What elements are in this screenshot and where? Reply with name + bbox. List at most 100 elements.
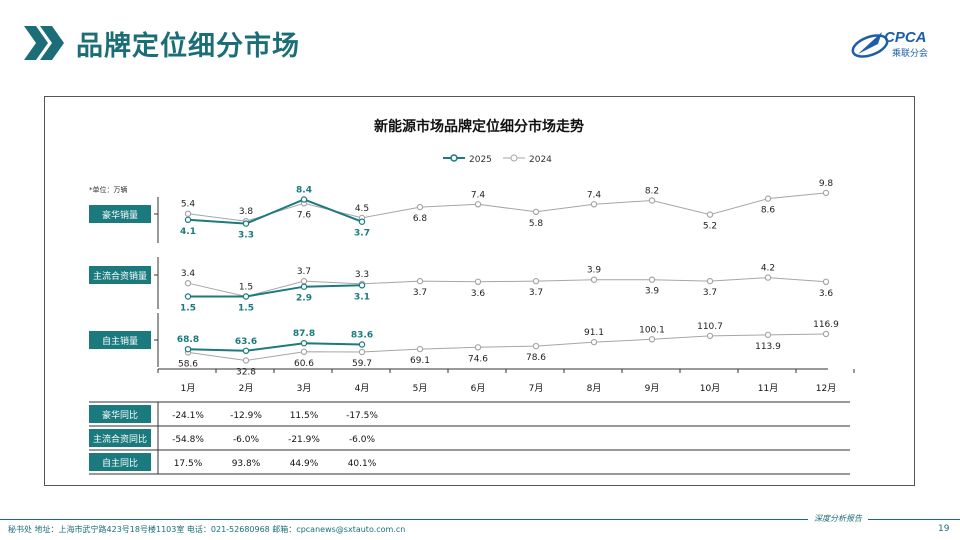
header-arrows-icon: [24, 26, 64, 60]
data-label-2024: 5.4: [181, 200, 196, 210]
data-point-2024: [822, 278, 830, 285]
legend-label-2024: 2024: [529, 155, 552, 165]
data-point-2025: [300, 283, 308, 290]
data-label-2025: 1.5: [180, 304, 196, 314]
x-tick-label: 7月: [529, 383, 544, 394]
data-label-2024: 113.9: [755, 342, 781, 352]
data-point-2024: [822, 189, 830, 197]
data-point-2024: [358, 348, 366, 356]
panel-label-box: [89, 266, 151, 284]
data-label-2024: 74.6: [468, 354, 488, 364]
data-point-2024: [474, 278, 482, 285]
table-row-label: 主流合资同比: [93, 433, 147, 445]
data-point-2024: [648, 336, 656, 343]
panel-label-box: [89, 205, 151, 223]
x-tick-label: 3月: [297, 383, 312, 394]
table-cell: 11.5%: [290, 411, 319, 421]
legend-marker-2025: [450, 154, 458, 162]
data-point-2024: [764, 195, 772, 202]
data-label-2025: 8.4: [296, 186, 312, 196]
data-label-2024: 5.8: [529, 219, 544, 229]
data-point-2025: [184, 345, 192, 353]
data-point-2024: [532, 342, 540, 350]
data-label-2025: 87.8: [293, 329, 315, 339]
panel-label-box: [89, 331, 151, 349]
data-label-2024: 4.5: [355, 204, 369, 214]
data-label-2024: 58.6: [178, 359, 198, 369]
series-line-2025: [187, 198, 363, 225]
data-label-2024: 6.8: [413, 214, 428, 224]
table-label-box: [89, 405, 151, 423]
data-point-2024: [474, 201, 482, 208]
data-point-2024: [416, 277, 424, 285]
data-label-2024: 3.3: [355, 270, 369, 280]
series-line-2024: [187, 277, 827, 298]
data-point-2024: [822, 330, 830, 338]
table-cell: 17.5%: [174, 459, 203, 469]
table-cell: 40.1%: [348, 459, 377, 469]
series-line-2024: [187, 333, 827, 362]
table-cell: -17.5%: [346, 411, 378, 421]
data-label-2024: 3.7: [529, 288, 543, 298]
data-label-2024: 4.2: [761, 264, 775, 274]
x-tick-label: 2月: [239, 383, 254, 394]
data-point-2024: [648, 197, 656, 204]
data-label-2024: 3.8: [239, 207, 254, 217]
data-label-2024: 3.9: [587, 266, 602, 276]
panel-label: 豪华销量: [102, 209, 138, 221]
data-label-2024: 116.9: [813, 320, 839, 330]
data-label-2025: 83.6: [351, 331, 373, 341]
data-label-2025: 3.1: [354, 292, 370, 302]
x-tick-label: 8月: [587, 383, 602, 394]
data-point-2024: [532, 277, 540, 285]
data-point-2024: [648, 276, 656, 283]
table-row-label: 豪华同比: [102, 409, 138, 421]
data-label-2024: 3.6: [819, 289, 834, 299]
table-cell: 93.8%: [232, 459, 261, 469]
data-label-2025: 3.3: [238, 231, 254, 241]
data-label-2024: 7.6: [297, 210, 312, 220]
data-point-2024: [184, 279, 192, 287]
data-point-2024: [242, 357, 250, 364]
data-point-2024: [300, 348, 308, 355]
data-point-2024: [706, 277, 714, 285]
data-point-2024: [706, 211, 714, 218]
data-point-2025: [358, 282, 366, 289]
series-line-2025: [187, 342, 363, 352]
legend-label-2025: 2025: [469, 155, 492, 165]
data-point-2024: [590, 276, 598, 283]
x-tick-label: 9月: [645, 383, 660, 394]
data-point-2025: [358, 341, 366, 348]
page-title: 品牌定位细分市场: [76, 31, 300, 62]
table-cell: -12.9%: [230, 411, 262, 421]
data-label-2024: 7.4: [471, 190, 486, 200]
x-tick-label: 1月: [181, 383, 196, 394]
chart-panel: 新能源市场品牌定位细分市场走势 2025 2024 *单位：万辆 1月 2月 3月 4月 5月 6…: [44, 96, 915, 486]
data-point-2024: [416, 345, 424, 353]
data-label-2025: 3.7: [354, 229, 370, 239]
table-row-label: 自主同比: [102, 457, 138, 469]
data-label-2024: 3.7: [297, 267, 311, 277]
data-point-2024: [532, 208, 540, 216]
x-tick-label: 11月: [758, 383, 778, 394]
segment-trend-chart: 新能源市场品牌定位细分市场走势 2025 2024 *单位：万辆 1月 2月 3月 4月 5月 6…: [89, 118, 855, 475]
data-label-2024: 8.2: [645, 187, 659, 197]
table-label-box: [89, 429, 151, 447]
data-label-2024: 8.6: [761, 206, 776, 216]
data-label-2024: 7.4: [587, 190, 602, 200]
x-tick-label: 10月: [700, 383, 720, 394]
data-label-2025: 4.1: [180, 227, 196, 237]
logo-subtext: 乘联分会: [892, 47, 928, 59]
panel-label: 主流合资销量: [93, 270, 147, 282]
footer-address: 秘书处 地址：上海市武宁路423号18号楼1103室 电话：021-526809…: [8, 525, 406, 534]
data-label-2024: 3.9: [645, 287, 660, 297]
data-point-2024: [474, 344, 482, 351]
table-label-box: [89, 453, 151, 471]
data-point-2024: [764, 331, 772, 339]
data-label-2024: 1.5: [239, 283, 253, 293]
data-label-2024: 3.7: [703, 288, 717, 298]
data-point-2025: [242, 347, 250, 354]
series-line-2025: [188, 284, 363, 298]
data-label-2024: 59.7: [352, 359, 372, 369]
data-point-2024: [590, 201, 598, 208]
